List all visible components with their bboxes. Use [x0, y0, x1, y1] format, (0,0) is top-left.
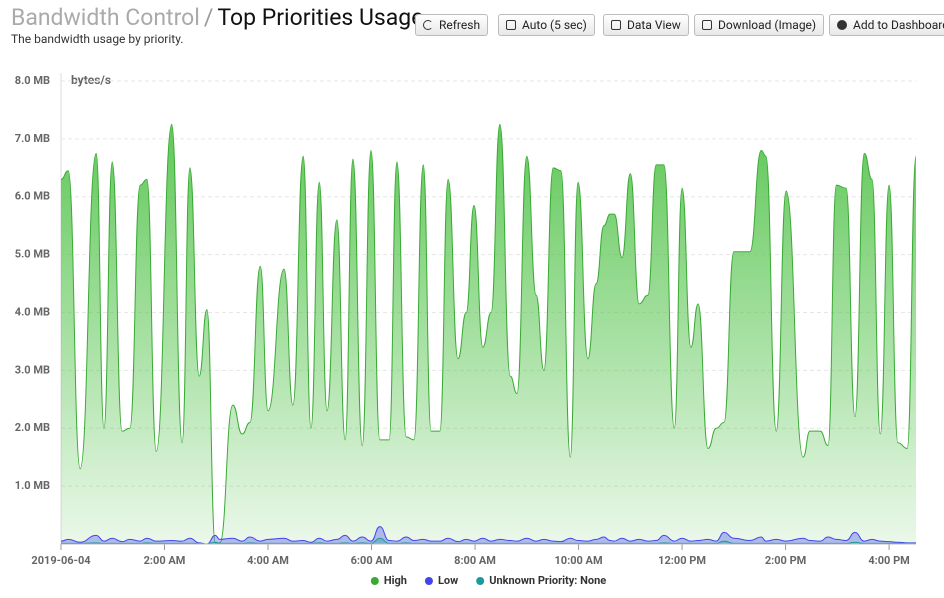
- button-label: Add to Dashboard: [853, 18, 944, 32]
- heading: Bandwidth Control / Top Priorities Usage: [11, 4, 423, 31]
- x-tick-label: 4:00 PM: [868, 554, 910, 567]
- legend-item: Low: [424, 574, 458, 587]
- y-tick-label: 4.0 MB: [15, 305, 50, 318]
- legend-label: High: [384, 574, 407, 587]
- auto-button[interactable]: Auto (5 sec): [498, 14, 595, 36]
- button-label: Refresh: [439, 18, 481, 32]
- button-label: Download (Image): [718, 18, 817, 32]
- area-line: [60, 537, 916, 545]
- refresh-button[interactable]: Refresh: [415, 14, 489, 36]
- y-tick-label: 6.0 MB: [15, 190, 50, 203]
- legend-label: Unknown Priority: None: [489, 574, 606, 587]
- x-tick-label: 10:00 AM: [554, 554, 602, 567]
- legend: High Low Unknown Priority: None: [370, 574, 606, 587]
- separator: /: [203, 4, 214, 31]
- x-tick-label: 2:00 AM: [144, 554, 186, 567]
- y-tick-label: 3.0 MB: [15, 363, 50, 376]
- x-tick-label: 8:00 AM: [454, 554, 496, 567]
- button-label: Auto (5 sec): [522, 18, 587, 32]
- legend-item: Unknown Priority: None: [476, 574, 606, 587]
- x-tick-label: 2019-06-04: [31, 554, 91, 567]
- x-tick-label: 6:00 AM: [351, 554, 393, 567]
- x-tick-label: 4:00 AM: [247, 554, 289, 567]
- data-view-button[interactable]: Data View: [603, 14, 689, 36]
- y-tick-label: 5.0 MB: [15, 248, 50, 261]
- area-fill: [61, 124, 916, 544]
- legend-marker: [370, 577, 379, 585]
- download-button[interactable]: Download (Image): [694, 14, 825, 36]
- legend-item: High: [370, 574, 407, 587]
- area-line: [60, 123, 917, 544]
- area-fill: [61, 526, 916, 544]
- legend-marker: [424, 577, 433, 585]
- x-tick-label: 2:00 PM: [765, 554, 807, 567]
- page-title: Top Priorities Usage: [217, 4, 424, 31]
- button-label: Data View: [627, 18, 681, 32]
- dashboard-button[interactable]: Add to Dashboard: [829, 14, 944, 36]
- y-tick-label: 8.0 MB: [15, 74, 50, 87]
- subtitle: The bandwidth usage by priority.: [11, 32, 184, 46]
- x-tick-label: 12:00 PM: [658, 554, 706, 567]
- y-tick-label: 2.0 MB: [15, 421, 50, 434]
- legend-marker: [476, 577, 485, 585]
- breadcrumb-parent[interactable]: Bandwidth Control: [11, 4, 200, 31]
- y-axis-title: bytes/s: [71, 73, 111, 87]
- legend-label: Low: [438, 574, 458, 587]
- area-line: [60, 526, 916, 545]
- y-tick-label: 1.0 MB: [15, 479, 50, 492]
- y-tick-label: 7.0 MB: [15, 132, 50, 145]
